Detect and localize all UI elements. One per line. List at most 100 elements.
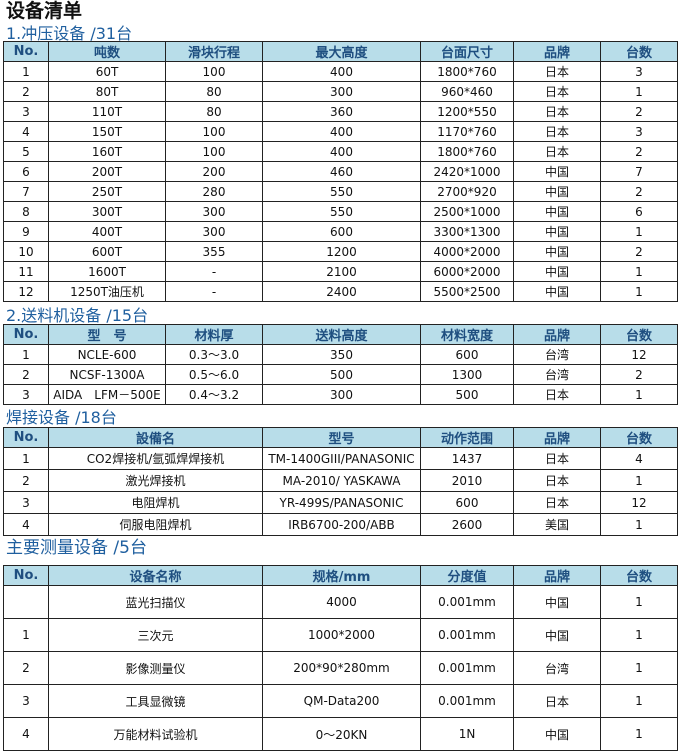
column-header: 台数 [600,565,678,586]
table-cell: 3 [600,121,678,142]
table-cell: 工具显微镜 [48,684,263,718]
table-cell: 100 [165,121,263,142]
table-cell: 1 [600,684,678,718]
table-cell: 3 [3,384,49,405]
table-cell: 2 [600,181,678,202]
table-cell: 中国 [513,261,601,282]
table-row: 9 400T 300 600 3300*1300 中国 1 [3,221,678,242]
table-cell: 600T [48,241,166,262]
table-cell: 960*460 [420,81,514,102]
table-cell: 300 [262,384,421,405]
table-cell: 2 [3,469,49,492]
table-cell: 5 [3,141,49,162]
table-cell: 10 [3,241,49,262]
table-cell: 1 [600,281,678,302]
table-cell: 355 [165,241,263,262]
table-row: 11 1600T -2100 6000*2000 中国 1 [3,261,678,282]
table-cell: 影像测量仪 [48,651,263,685]
table-cell: 4 [3,121,49,142]
table-cell: 9 [3,221,49,242]
table-cell: 日本 [513,101,601,122]
table-cell: 2700*920 [420,181,514,202]
table-cell: 280 [165,181,263,202]
table-cell: 2 [3,364,49,385]
header-row: No. 设备名称 规格/mm 分度值 品牌 台数 [3,565,678,586]
press-equipment-table: No. 吨数 滑块行程 最大高度 台面尺寸 品牌 台数 1 60T 100 400 1800*760 日… [3,41,678,302]
table-cell: 万能材料试验机 [48,717,263,751]
column-header: No. [3,324,49,345]
table-cell: 6000*2000 [420,261,514,282]
column-header: 台数 [600,324,678,345]
welding-equipment-heading: 焊接设备 /18台 [6,408,117,427]
table-cell: 7 [600,161,678,182]
table-row: 10 600T 355 1200 4000*2000 中国 2 [3,241,678,262]
table-cell: 1 [600,81,678,102]
table-cell: 1 [600,618,678,652]
table-cell: 100 [165,61,263,82]
table-cell: 1 [600,651,678,685]
column-header: 設備名 [48,427,263,448]
table-cell: 200*90*280mm [262,651,421,685]
welding-equipment-table: No. 設備名 型号 动作范围 品牌 台数 1 CO2焊接机/氩弧焊焊接机 TM-1400GII… [3,427,678,536]
table-cell: 0～20KN [262,717,421,751]
table-row: 3 工具显微镜 QM-Data200 0.001mm 日本 1 [3,684,678,718]
table-cell: 12 [600,344,678,365]
header-row: No. 設備名 型号 动作范围 品牌 台数 [3,427,678,448]
header-row: No. 型 号材料厚 送料高度 材料宽度 品牌 台数 [3,324,678,345]
column-header: No. [3,427,49,448]
table-cell: 1300 [420,364,514,385]
table-row: 2 影像测量仪 200*90*280mm 0.001mm 台湾 1 [3,651,678,685]
table-cell: 日本 [513,141,601,162]
feeder-equipment-table: No. 型 号材料厚 送料高度 材料宽度 品牌 台数 1 NCLE-600 0.3～3.0 350… [3,324,678,405]
table-row: 1 CO2焊接机/氩弧焊焊接机 TM-1400GIII/PANASONIC 1437 日… [3,447,678,470]
table-cell: 3 [3,684,49,718]
table-cell: 1437 [420,447,514,470]
column-header: 品牌 [513,324,601,345]
table-cell: 5500*2500 [420,281,514,302]
table-cell: 300 [165,221,263,242]
table-cell: 1600T [48,261,166,282]
table-cell: 2010 [420,469,514,492]
table-cell: 2600 [420,513,514,536]
table-cell: 日本 [513,384,601,405]
table-cell: 460 [262,161,421,182]
column-header: No. [3,41,49,62]
column-header: 分度值 [420,565,514,586]
table-cell: 0.3～3.0 [165,344,263,365]
table-cell: 400T [48,221,166,242]
table-cell: IRB6700-200/ABB [262,513,421,536]
column-header: 送料高度 [262,324,421,345]
table-cell: 中国 [513,221,601,242]
table-cell: 600 [420,344,514,365]
table-cell: 4000 [262,585,421,619]
column-header: 台数 [600,41,678,62]
table-cell: 2500*1000 [420,201,514,222]
table-row: 6 200T 200 460 2420*1000 中国 7 [3,161,678,182]
table-cell: 150T [48,121,166,142]
table-cell: 3 [3,101,49,122]
table-cell: 日本 [513,447,601,470]
table-cell: NCLE-600 [48,344,166,365]
table-cell: 8 [3,201,49,222]
column-header: 品牌 [513,565,601,586]
table-cell: 1 [3,344,49,365]
table-cell: 0.001mm [420,651,514,685]
table-cell: 7 [3,181,49,202]
table-cell: 200T [48,161,166,182]
table-cell: 600 [262,221,421,242]
table-cell: 2 [3,651,49,685]
table-cell: 0.001mm [420,618,514,652]
table-cell: QM-Data200 [262,684,421,718]
table-cell: 2100 [262,261,421,282]
table-cell: 100 [165,141,263,162]
column-header: 型号 [262,427,421,448]
table-cell: 1170*760 [420,121,514,142]
table-cell: 400 [262,61,421,82]
table-cell: 中国 [513,618,601,652]
table-cell: 350 [262,344,421,365]
table-cell: CO2焊接机/氩弧焊焊接机 [48,447,263,470]
table-row: 3 110T 80 360 1200*550 日本 2 [3,101,678,122]
table-row: 2 NCSF-1300A 0.5～6.0 500 1300 台湾 2 [3,364,678,385]
table-cell: 电阻焊机 [48,491,263,514]
table-cell: 三次元 [48,618,263,652]
